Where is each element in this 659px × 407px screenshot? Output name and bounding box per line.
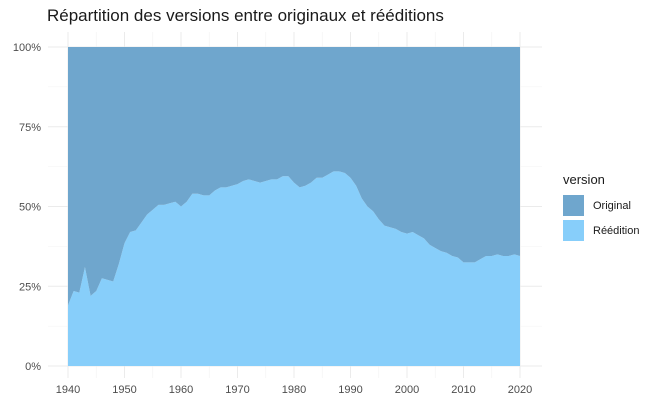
stacked-areas	[68, 47, 520, 366]
x-tick-label: 2020	[508, 384, 532, 396]
x-tick-label: 1960	[169, 384, 193, 396]
area-reedition	[68, 171, 520, 366]
legend-label-original: Original	[593, 199, 631, 212]
x-tick-label: 1940	[56, 384, 80, 396]
area-original	[68, 47, 520, 306]
x-tick-label: 2010	[451, 384, 475, 396]
x-tick-label: 1970	[225, 384, 249, 396]
x-tick-label: 2000	[395, 384, 419, 396]
y-axis: 0% 25% 50% 75% 100%	[13, 42, 41, 373]
legend: version Original Réédition	[563, 172, 639, 243]
chart-title: Répartition des versions entre originaux…	[47, 6, 444, 25]
x-tick-label: 1990	[338, 384, 362, 396]
y-tick-label: 100%	[13, 42, 41, 54]
y-tick-label: 75%	[19, 122, 41, 134]
legend-title: version	[563, 172, 605, 187]
legend-key-reedition	[563, 220, 584, 241]
x-tick-label: 1980	[282, 384, 306, 396]
y-tick-label: 25%	[19, 281, 41, 293]
legend-items: Original Réédition	[563, 193, 639, 243]
legend-item-original: Original	[563, 193, 639, 218]
y-tick-label: 50%	[19, 202, 41, 214]
y-tick-label: 0%	[25, 361, 41, 373]
x-tick-label: 1950	[112, 384, 136, 396]
legend-item-reedition: Réédition	[563, 218, 639, 243]
legend-key-original	[563, 195, 584, 216]
legend-label-reedition: Réédition	[593, 224, 640, 237]
x-axis: 1940 1950 1960 1970 1980 1990 2000 2010 2020	[56, 384, 532, 396]
